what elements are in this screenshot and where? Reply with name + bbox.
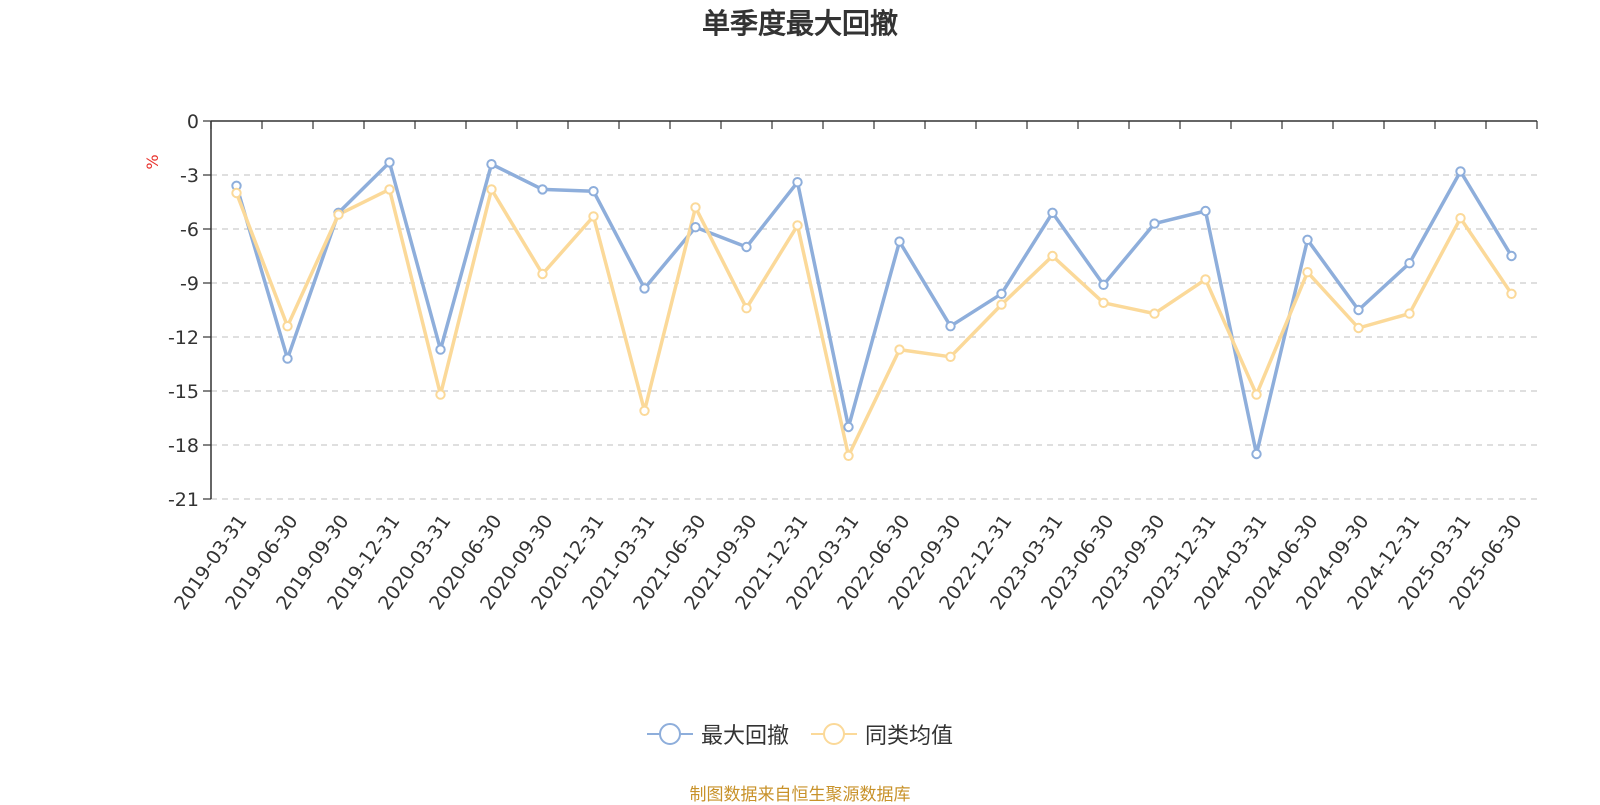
data-point-series-1: [996, 288, 1007, 299]
data-point-series-2: [1200, 274, 1211, 285]
data-point-series-2: [996, 299, 1007, 310]
data-point-series-2: [588, 211, 599, 222]
data-point-series-2: [1506, 288, 1517, 299]
data-point-series-1: [1455, 166, 1466, 177]
data-point-series-2: [741, 303, 752, 314]
data-point-series-1: [894, 236, 905, 247]
y-tick-label: -15: [168, 381, 199, 403]
y-tick-label: 0: [187, 111, 199, 133]
y-tick-labels: 0 -3 -6 -9 -12 -15 -18 -21: [168, 111, 199, 511]
data-point-series-2: [1353, 322, 1364, 334]
data-point-series-1: [1404, 258, 1415, 269]
data-point-series-2: [1098, 297, 1109, 308]
data-point-series-2: [537, 268, 548, 280]
series-line-1: [234, 160, 1513, 456]
data-point-series-2: [435, 389, 446, 400]
data-point-series-1: [945, 321, 956, 332]
legend-marker-series-2: [811, 723, 857, 745]
legend-label-series-2: 同类均值: [865, 724, 954, 749]
data-point-series-2: [486, 184, 497, 195]
data-point-series-2: [945, 351, 956, 362]
data-point-series-1: [435, 344, 446, 355]
data-point-series-1: [537, 184, 548, 195]
y-tick-label: -3: [180, 165, 199, 187]
series-points: [231, 157, 1517, 461]
data-point-series-1: [843, 421, 854, 433]
data-point-series-1: [1353, 304, 1364, 316]
x-tick-labels: 2019-03-312019-06-302019-09-302019-12-31…: [170, 511, 1526, 614]
data-point-series-2: [894, 344, 905, 355]
data-point-series-2: [843, 450, 854, 461]
data-point-series-1: [741, 241, 752, 253]
series-line-2: [234, 187, 1513, 458]
data-point-series-2: [1404, 308, 1415, 319]
line-chart: 0 -3 -6 -9 -12 -15 -18 -21 2019-03-312019-06-30…: [143, 111, 1538, 614]
y-tick-label: -18: [168, 435, 199, 457]
data-point-series-2: [384, 184, 395, 195]
data-point-series-1: [1200, 205, 1211, 217]
data-point-series-2: [792, 220, 803, 231]
legend: 最大回撤 同类均值: [0, 718, 1600, 750]
data-point-series-2: [1251, 389, 1262, 400]
grid-lines: [211, 174, 1537, 500]
data-point-series-1: [792, 177, 803, 188]
data-point-series-1: [1251, 448, 1262, 460]
data-point-series-2: [1047, 250, 1058, 262]
source-note: 制图数据来自恒生聚源数据库: [689, 785, 911, 805]
data-point-series-2: [1455, 213, 1466, 224]
data-point-series-1: [1506, 250, 1517, 262]
chart-title: 单季度最大回撤: [701, 7, 898, 40]
data-point-series-1: [1098, 279, 1109, 290]
y-tick-label: -9: [180, 273, 199, 295]
data-point-series-2: [639, 405, 650, 416]
y-tick-label: -12: [168, 327, 199, 349]
data-point-series-1: [639, 283, 650, 294]
data-point-series-1: [1047, 207, 1058, 219]
legend-label-series-1: 最大回撤: [700, 724, 789, 749]
series-lines: [234, 160, 1513, 458]
legend-item-series-1[interactable]: 最大回撤: [646, 718, 789, 750]
axes: [203, 120, 1538, 500]
data-point-series-1: [486, 159, 497, 170]
y-tick-label: -21: [168, 489, 199, 511]
data-point-series-1: [384, 157, 395, 168]
legend-marker-series-1: [646, 723, 693, 745]
data-point-series-1: [282, 353, 293, 364]
data-point-series-2: [1149, 308, 1160, 319]
data-point-series-1: [1302, 234, 1313, 246]
data-point-series-2: [333, 209, 344, 220]
legend-item-series-2[interactable]: 同类均值: [811, 718, 953, 750]
data-point-series-1: [690, 222, 701, 233]
data-point-series-2: [1302, 267, 1313, 278]
y-tick-label: -6: [180, 219, 199, 241]
data-point-series-2: [231, 187, 242, 199]
data-point-series-1: [588, 186, 599, 197]
data-point-series-1: [1149, 218, 1160, 229]
y-axis-unit: %: [143, 154, 162, 169]
data-point-series-2: [282, 321, 293, 332]
data-point-series-2: [690, 202, 701, 213]
